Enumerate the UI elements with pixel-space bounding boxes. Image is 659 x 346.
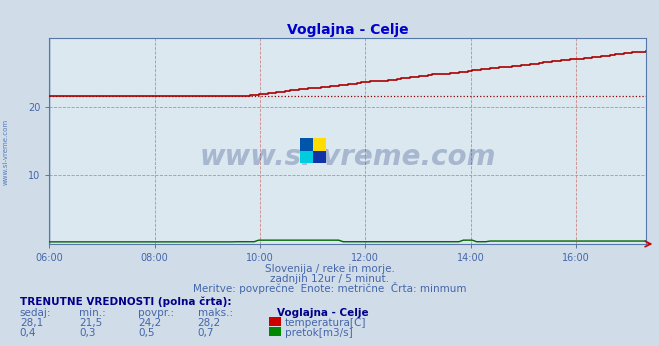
Text: 0,4: 0,4 bbox=[20, 328, 36, 338]
Bar bbox=[313, 151, 326, 163]
Bar bbox=[313, 138, 326, 151]
Text: 0,7: 0,7 bbox=[198, 328, 214, 338]
Text: maks.:: maks.: bbox=[198, 308, 233, 318]
Text: TRENUTNE VREDNOSTI (polna črta):: TRENUTNE VREDNOSTI (polna črta): bbox=[20, 297, 231, 307]
Text: 28,1: 28,1 bbox=[20, 318, 43, 328]
Title: Voglajna - Celje: Voglajna - Celje bbox=[287, 23, 409, 37]
Text: 21,5: 21,5 bbox=[79, 318, 102, 328]
Text: povpr.:: povpr.: bbox=[138, 308, 175, 318]
Text: sedaj:: sedaj: bbox=[20, 308, 51, 318]
Text: pretok[m3/s]: pretok[m3/s] bbox=[285, 328, 353, 338]
Text: Meritve: povprečne  Enote: metrične  Črta: minmum: Meritve: povprečne Enote: metrične Črta:… bbox=[192, 282, 467, 294]
Text: 0,5: 0,5 bbox=[138, 328, 155, 338]
Text: 0,3: 0,3 bbox=[79, 328, 96, 338]
Text: zadnjih 12ur / 5 minut.: zadnjih 12ur / 5 minut. bbox=[270, 274, 389, 284]
Text: Voglajna - Celje: Voglajna - Celje bbox=[277, 308, 368, 318]
Text: www.si-vreme.com: www.si-vreme.com bbox=[200, 144, 496, 172]
Text: min.:: min.: bbox=[79, 308, 106, 318]
Text: 28,2: 28,2 bbox=[198, 318, 221, 328]
Text: www.si-vreme.com: www.si-vreme.com bbox=[2, 119, 9, 185]
Bar bbox=[300, 138, 313, 151]
Text: 24,2: 24,2 bbox=[138, 318, 161, 328]
Bar bbox=[300, 151, 313, 163]
Text: temperatura[C]: temperatura[C] bbox=[285, 318, 366, 328]
Text: Slovenija / reke in morje.: Slovenija / reke in morje. bbox=[264, 264, 395, 274]
